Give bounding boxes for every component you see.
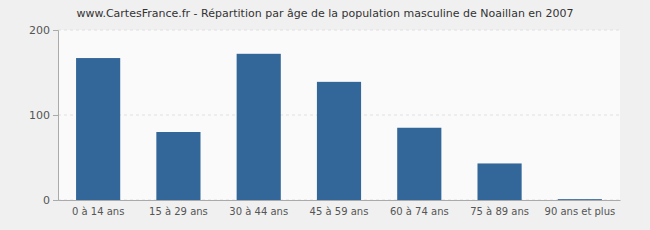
y-tick-mark — [53, 115, 58, 116]
y-axis: 0 100 200 — [29, 24, 59, 207]
plot: 0 100 200 0 à 14 ans 15 à 29 ans 30 à 44 ans 4… — [29, 24, 621, 217]
x-tick-label: 30 à 44 ans — [229, 206, 288, 217]
x-tick-label: 0 à 14 ans — [72, 206, 124, 217]
grid-line — [58, 30, 620, 31]
x-tick: 0 à 14 ans — [72, 200, 124, 217]
x-tick-label: 90 ans et plus — [545, 206, 616, 217]
x-tick-label: 45 à 59 ans — [310, 206, 369, 217]
bar — [156, 132, 200, 200]
x-tick: 45 à 59 ans — [310, 200, 369, 217]
y-tick: 100 — [29, 109, 58, 122]
bar — [317, 82, 361, 200]
y-tick-mark — [53, 30, 58, 31]
x-axis: 0 à 14 ans 15 à 29 ans 30 à 44 ans 45 à 59 … — [59, 200, 621, 217]
bars — [76, 54, 602, 200]
background — [0, 0, 650, 230]
x-tick: 60 à 74 ans — [390, 200, 449, 217]
bar — [76, 58, 120, 200]
bar — [558, 199, 602, 200]
y-tick-mark — [53, 200, 58, 201]
grid — [58, 30, 620, 200]
y-tick: 0 — [43, 194, 58, 207]
x-tick: 15 à 29 ans — [149, 200, 208, 217]
x-tick-label: 75 à 89 ans — [470, 206, 529, 217]
x-tick-label: 15 à 29 ans — [149, 206, 208, 217]
y-axis-line — [53, 31, 59, 201]
y-tick-label: 200 — [29, 24, 50, 37]
y-tick-label: 100 — [29, 109, 50, 122]
bar — [397, 128, 441, 200]
plot-area — [58, 30, 620, 200]
chart: www.CartesFrance.fr - Répartition par âg… — [0, 0, 650, 230]
bar — [237, 54, 281, 200]
title: www.CartesFrance.fr - Répartition par âg… — [76, 7, 573, 20]
x-tick-label: 60 à 74 ans — [390, 206, 449, 217]
y-tick: 200 — [29, 24, 58, 37]
x-tick: 75 à 89 ans — [470, 200, 529, 217]
bar — [477, 163, 521, 200]
x-tick: 30 à 44 ans — [229, 200, 288, 217]
x-tick: 90 ans et plus — [545, 200, 616, 217]
y-tick-label: 0 — [43, 194, 50, 207]
x-axis-line — [59, 200, 621, 201]
